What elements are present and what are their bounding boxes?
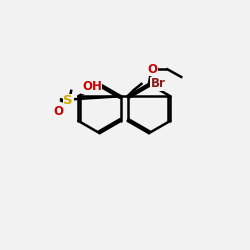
Text: O: O [147,63,157,76]
Text: OH: OH [82,80,102,94]
Text: O: O [54,105,64,118]
Text: Br: Br [151,78,166,90]
Text: S: S [63,94,73,107]
